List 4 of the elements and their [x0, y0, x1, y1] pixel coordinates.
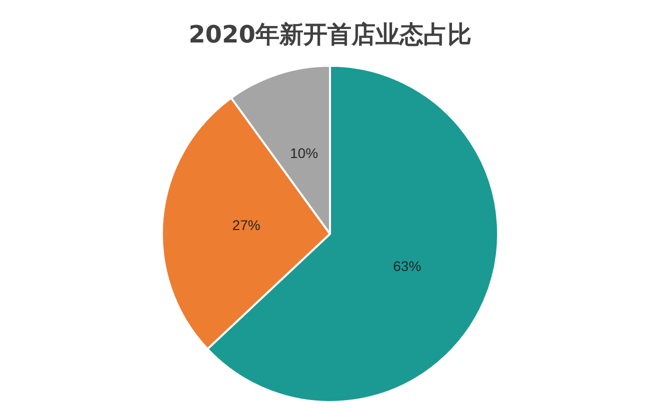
data-label: 10%: [290, 144, 318, 161]
data-label: 27%: [232, 216, 260, 233]
data-label: 63%: [393, 258, 422, 274]
chart-title: 2020年新开首店业态占比: [188, 20, 472, 49]
